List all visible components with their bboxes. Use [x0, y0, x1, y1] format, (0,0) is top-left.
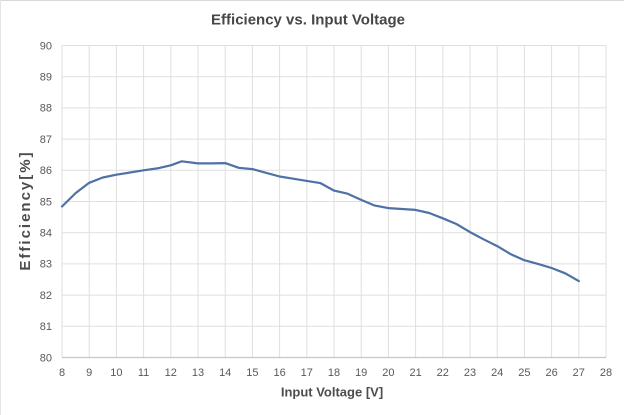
- svg-text:18: 18: [328, 367, 340, 379]
- svg-text:27: 27: [573, 367, 585, 379]
- svg-text:11: 11: [138, 367, 149, 379]
- svg-text:12: 12: [165, 367, 177, 379]
- svg-text:21: 21: [409, 367, 421, 379]
- svg-text:16: 16: [273, 367, 285, 379]
- svg-text:26: 26: [545, 367, 557, 379]
- svg-text:81: 81: [40, 321, 52, 333]
- svg-text:87: 87: [40, 134, 52, 146]
- svg-text:17: 17: [301, 367, 313, 379]
- svg-text:25: 25: [518, 367, 530, 379]
- svg-text:22: 22: [437, 367, 449, 379]
- svg-text:80: 80: [40, 352, 52, 364]
- svg-text:83: 83: [40, 259, 52, 271]
- svg-text:82: 82: [40, 290, 52, 302]
- svg-text:13: 13: [192, 367, 204, 379]
- svg-text:85: 85: [40, 196, 52, 208]
- svg-text:Input Voltage [V]: Input Voltage [V]: [281, 385, 383, 400]
- svg-text:90: 90: [40, 40, 52, 52]
- svg-text:20: 20: [382, 367, 394, 379]
- svg-text:8: 8: [59, 367, 65, 379]
- svg-text:9: 9: [86, 367, 92, 379]
- svg-text:88: 88: [40, 103, 52, 115]
- svg-text:23: 23: [464, 367, 476, 379]
- svg-text:Efficiency[%]: Efficiency[%]: [17, 150, 34, 270]
- svg-text:84: 84: [40, 228, 52, 240]
- svg-text:15: 15: [246, 367, 258, 379]
- svg-text:Efficiency vs. Input Voltage: Efficiency vs. Input Voltage: [211, 12, 405, 29]
- svg-text:10: 10: [110, 367, 122, 379]
- svg-text:86: 86: [40, 165, 52, 177]
- svg-text:14: 14: [219, 367, 231, 379]
- svg-text:89: 89: [40, 72, 52, 84]
- svg-text:24: 24: [491, 367, 503, 379]
- svg-text:19: 19: [355, 367, 367, 379]
- svg-text:28: 28: [600, 367, 612, 379]
